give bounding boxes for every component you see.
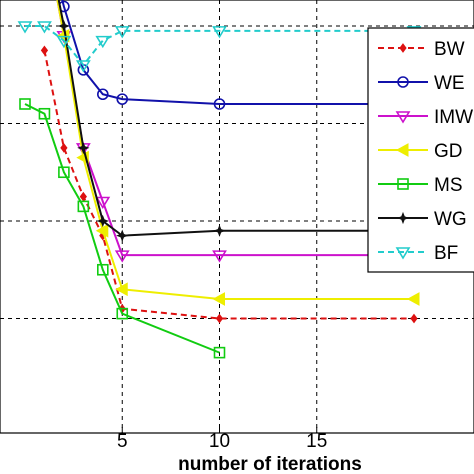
- data-point: [19, 98, 31, 110]
- data-point: [397, 178, 409, 190]
- data-point: [57, 19, 70, 33]
- series-gd: [56, 0, 420, 306]
- data-point: [56, 35, 72, 49]
- legend-entry-bf: BF: [378, 243, 458, 264]
- data-point: [40, 45, 49, 56]
- legend-entry-imw: IMW: [378, 107, 473, 128]
- data-point: [17, 21, 33, 34]
- data-point: [396, 211, 410, 225]
- legend-label: IMW: [434, 107, 473, 128]
- series-ms: [19, 98, 226, 359]
- series-group: [17, 0, 422, 359]
- data-point: [114, 250, 130, 263]
- legend-label: BW: [434, 39, 465, 60]
- data-point: [77, 200, 90, 213]
- data-point: [215, 313, 224, 324]
- series-line: [24, 103, 220, 354]
- data-point: [77, 141, 90, 154]
- x-tick-label: 10: [209, 431, 230, 452]
- data-point: [406, 292, 420, 306]
- data-point: [97, 88, 109, 101]
- data-point: [96, 214, 109, 228]
- data-point: [97, 263, 109, 276]
- legend-label: MS: [434, 175, 463, 196]
- data-point: [58, 166, 70, 179]
- data-point: [116, 307, 129, 320]
- data-point: [212, 250, 227, 263]
- series-line: [56, 0, 414, 257]
- legend-entry-gd: GD: [378, 141, 463, 162]
- data-point: [95, 35, 111, 49]
- legend-label: WG: [434, 209, 467, 230]
- data-point: [95, 196, 111, 210]
- data-point: [213, 98, 226, 110]
- x-tick-label: 5: [117, 431, 128, 452]
- data-point: [213, 224, 226, 237]
- legend-label: WE: [434, 73, 465, 94]
- data-point: [410, 313, 418, 324]
- series-line: [61, 0, 414, 105]
- data-point: [38, 107, 51, 120]
- data-point: [75, 60, 91, 73]
- data-point: [399, 43, 407, 53]
- legend-entry-we: WE: [378, 73, 465, 94]
- data-point: [213, 346, 226, 359]
- data-point: [37, 21, 52, 34]
- legend-label: BF: [434, 243, 458, 264]
- x-axis-label: number of iterations: [178, 454, 362, 474]
- legend-entry-ms: MS: [378, 175, 463, 196]
- x-tick-label: 15: [306, 431, 327, 452]
- legend: BW WE IMW GD MS WG BF: [367, 27, 474, 273]
- data-point: [397, 76, 409, 88]
- data-point: [212, 292, 225, 306]
- legend-entry-bw: BW: [378, 39, 465, 60]
- data-point: [115, 282, 128, 297]
- series-line: [25, 25, 414, 67]
- data-point: [60, 143, 68, 153]
- data-point: [212, 26, 227, 39]
- series-line: [56, 0, 414, 300]
- data-point: [116, 93, 129, 105]
- data-point: [114, 26, 130, 39]
- legend-entry-wg: WG: [378, 209, 467, 230]
- data-point: [116, 229, 129, 242]
- data-point: [395, 247, 411, 260]
- series-line: [57, 0, 414, 237]
- data-point: [395, 111, 411, 124]
- data-point: [95, 223, 109, 238]
- legend-label: GD: [434, 141, 463, 162]
- axis-ticks: 5 10 15: [117, 427, 327, 452]
- data-point: [395, 143, 409, 157]
